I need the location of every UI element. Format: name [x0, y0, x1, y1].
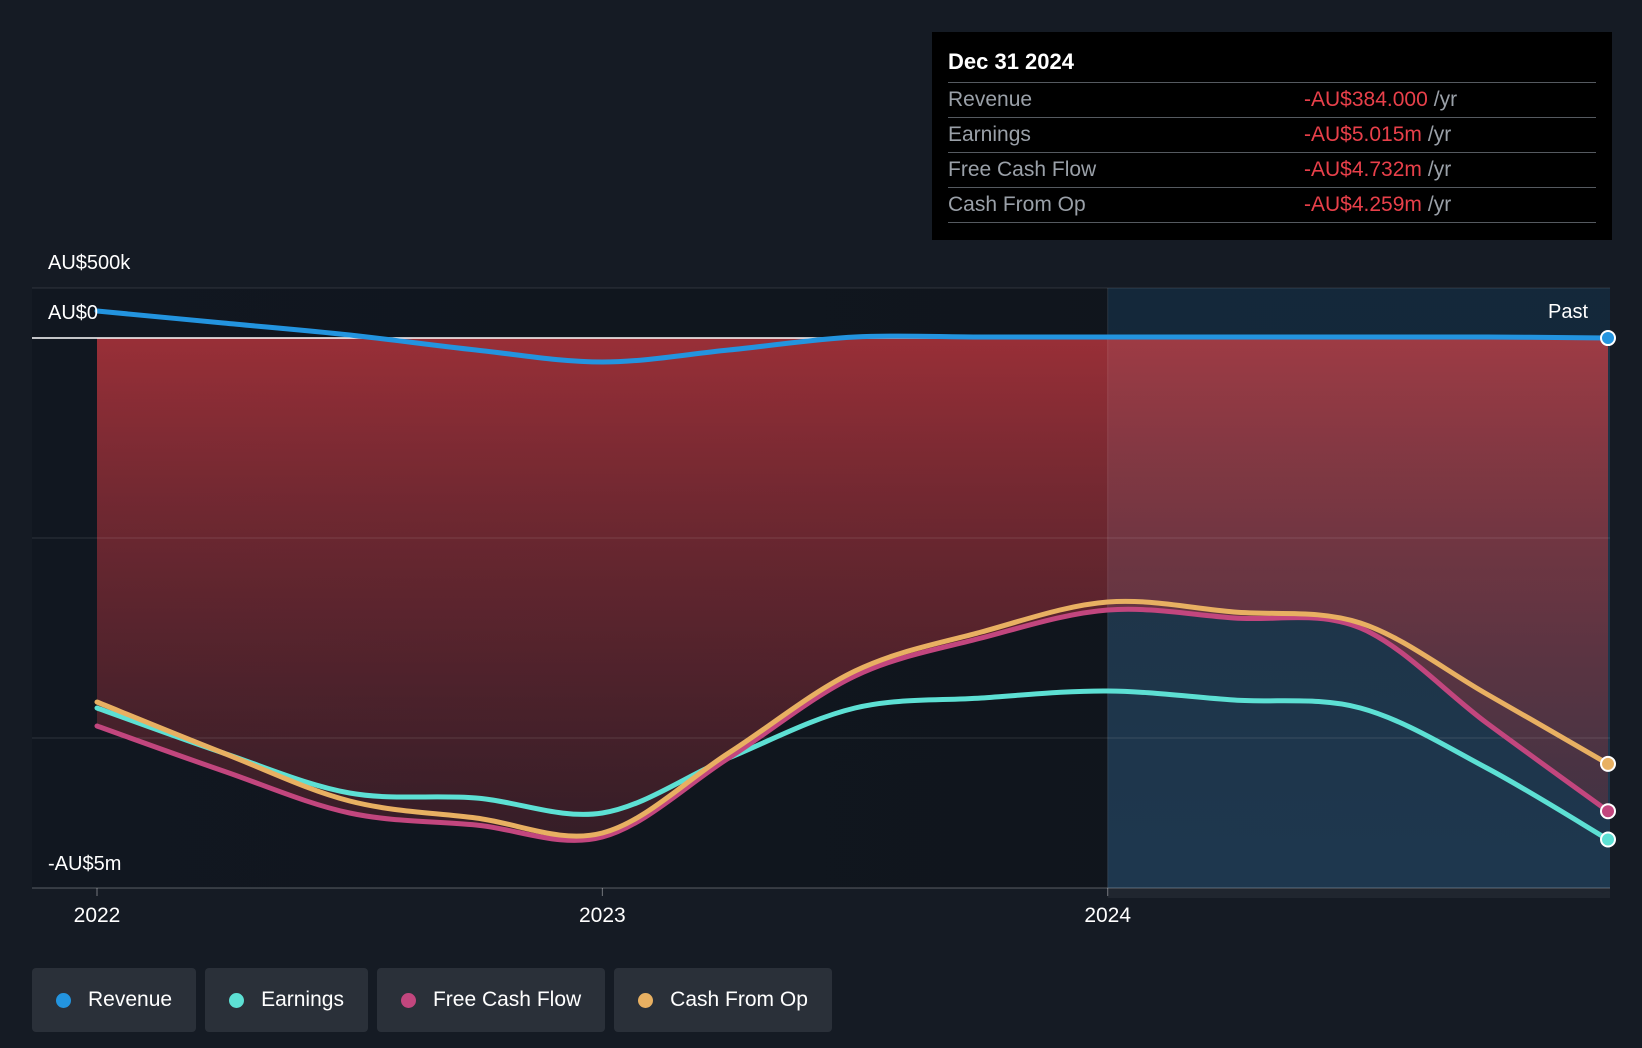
- series-line-revenue: [94, 308, 1611, 365]
- legend-dot-icon: [638, 992, 654, 1008]
- tooltip: Dec 31 2024 Revenue -AU$384.000 /yr Earn…: [932, 32, 1612, 240]
- legend-dot-icon: [56, 992, 71, 1008]
- tooltip-value: -AU$384.000: [1304, 88, 1428, 111]
- legend-label: Revenue: [88, 988, 173, 1011]
- tooltip-unit: /yr: [1427, 193, 1452, 216]
- series-line-cash-from-op: [94, 598, 1611, 839]
- past-region-label: Past: [1548, 301, 1589, 323]
- series-line-free-cash-flow: [94, 606, 1611, 843]
- tooltip-value: -AU$4.732m: [1304, 158, 1422, 181]
- legend-item-cash-from-op[interactable]: Cash From Op: [614, 968, 832, 1032]
- past-region-tint: [1107, 338, 1610, 898]
- tooltip-unit: /yr: [1427, 123, 1452, 146]
- legend-dot-icon: [229, 992, 245, 1008]
- x-tick-label: 2022: [74, 904, 121, 927]
- y-tick-top: AU$500k: [48, 252, 131, 274]
- series-end-point-earnings: [1600, 831, 1616, 848]
- legend-item-free-cash-flow[interactable]: Free Cash Flow: [376, 968, 606, 1032]
- tooltip-label: Cash From Op: [948, 193, 1086, 216]
- x-tick-label: 2023: [579, 904, 626, 927]
- tooltip-label: Revenue: [948, 88, 1033, 111]
- tooltip-value: -AU$4.259m: [1304, 193, 1422, 216]
- tooltip-date: Dec 31 2024: [948, 46, 1596, 83]
- legend: Revenue Earnings Free Cash Flow Cash Fro…: [32, 968, 832, 1032]
- x-tick-label: 2024: [1084, 904, 1131, 927]
- tooltip-row-earnings: Earnings -AU$5.015m /yr: [948, 118, 1596, 153]
- y-tick-zero: AU$0: [48, 302, 99, 324]
- legend-dot-icon: [400, 992, 416, 1008]
- legend-item-revenue[interactable]: Revenue: [32, 968, 197, 1032]
- tooltip-label: Earnings: [948, 123, 1031, 146]
- legend-item-earnings[interactable]: Earnings: [205, 968, 368, 1032]
- tooltip-row-cash-from-op: Cash From Op -AU$4.259m /yr: [948, 188, 1596, 223]
- tooltip-row-revenue: Revenue -AU$384.000 /yr: [948, 83, 1596, 118]
- series-end-point-revenue: [1600, 330, 1616, 347]
- tooltip-unit: /yr: [1427, 158, 1452, 181]
- legend-label: Earnings: [261, 988, 344, 1011]
- series-end-point-cash-from-op: [1600, 755, 1616, 772]
- series-line-earnings: [94, 688, 1611, 842]
- legend-label: Cash From Op: [670, 988, 808, 1011]
- legend-label: Free Cash Flow: [432, 988, 582, 1011]
- tooltip-unit: /yr: [1433, 88, 1458, 111]
- negative-area-fill: [97, 338, 1608, 841]
- y-tick-bottom: -AU$5m: [48, 853, 122, 875]
- tooltip-label: Free Cash Flow: [948, 158, 1097, 181]
- tooltip-row-free-cash-flow: Free Cash Flow -AU$4.732m /yr: [948, 153, 1596, 188]
- tooltip-value: -AU$5.015m: [1304, 123, 1422, 146]
- series-end-point-free-cash-flow: [1600, 803, 1616, 820]
